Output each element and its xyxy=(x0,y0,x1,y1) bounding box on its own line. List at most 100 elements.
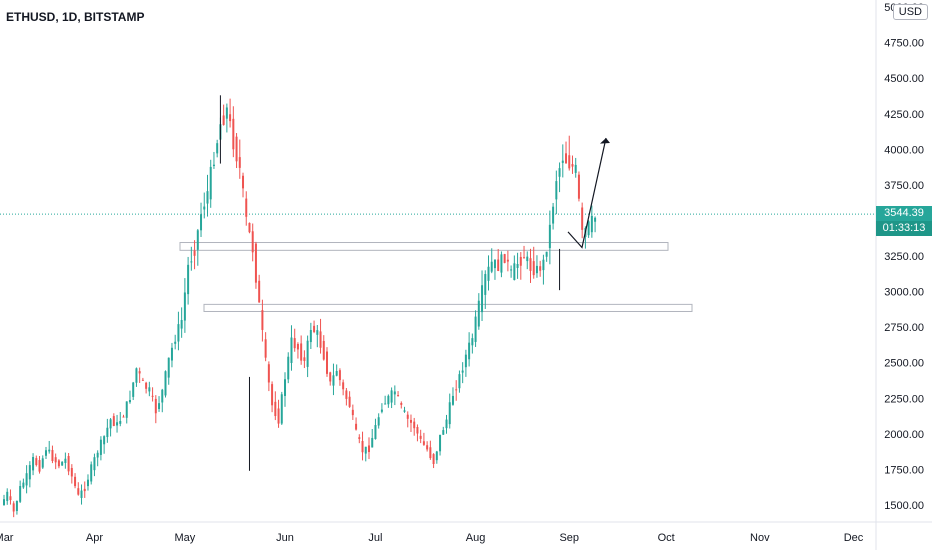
bar-countdown: 01:33:13 xyxy=(876,221,932,237)
candle-body xyxy=(203,206,206,210)
candle-body xyxy=(235,136,238,162)
candle-body xyxy=(193,250,196,256)
price-tick-label: 2250.00 xyxy=(884,393,924,405)
price-tick-label: 4250.00 xyxy=(884,109,924,121)
candle-body xyxy=(471,338,474,346)
candle-body xyxy=(355,423,358,430)
candle-body xyxy=(458,374,461,389)
candle-body xyxy=(41,458,44,468)
currency-button[interactable]: USD xyxy=(892,4,928,20)
candle-body xyxy=(335,371,338,376)
arrow-head xyxy=(600,137,610,144)
candle-body xyxy=(90,464,93,482)
candle-body xyxy=(180,320,183,329)
candle-body xyxy=(510,269,513,271)
candle-body xyxy=(561,160,564,163)
price-tick-label: 3250.00 xyxy=(884,251,924,263)
price-tick-label: 2000.00 xyxy=(884,429,924,441)
candle-body xyxy=(248,222,251,233)
candle-body xyxy=(393,391,396,395)
candle-body xyxy=(542,259,545,271)
candle-body xyxy=(122,416,125,418)
time-tick-label: Mar xyxy=(0,532,14,544)
candle-body xyxy=(439,434,442,452)
candle-body xyxy=(296,343,299,350)
candle-body xyxy=(455,389,458,391)
candle-body xyxy=(390,390,393,403)
candle-body xyxy=(348,396,351,407)
price-tick-label: 1750.00 xyxy=(884,464,924,476)
candle-body xyxy=(558,168,561,177)
candle-body xyxy=(190,261,193,263)
candle-body xyxy=(284,379,287,396)
time-tick-label: Aug xyxy=(466,532,486,544)
candle-body xyxy=(267,364,270,383)
price-tick-label: 2750.00 xyxy=(884,322,924,334)
candle-body xyxy=(277,408,280,424)
candle-body xyxy=(387,395,390,405)
candle-body xyxy=(461,370,464,373)
candle-body xyxy=(445,419,448,429)
candle-body xyxy=(206,191,209,204)
candle-body xyxy=(490,261,493,272)
candle-body xyxy=(271,384,274,406)
candle-body xyxy=(261,310,264,330)
candle-body xyxy=(225,107,228,119)
candle-body xyxy=(342,382,345,390)
candle-body xyxy=(435,451,438,461)
candle-body xyxy=(15,500,18,512)
candle-body xyxy=(503,254,506,263)
candle-body xyxy=(57,460,60,467)
price-tick-label: 1500.00 xyxy=(884,500,924,512)
candle-body xyxy=(426,445,429,450)
candle-body xyxy=(493,259,496,269)
candle-body xyxy=(170,347,173,361)
candle-body xyxy=(500,254,503,273)
price-tick-label: 4750.00 xyxy=(884,38,924,50)
candle-body xyxy=(574,164,577,173)
candle-body xyxy=(545,251,548,257)
candle-body xyxy=(487,266,490,281)
candle-body xyxy=(99,439,102,455)
candle-body xyxy=(555,181,558,200)
candle-body xyxy=(9,496,12,501)
candle-body xyxy=(519,256,522,266)
candle-body xyxy=(329,372,332,382)
candle-body xyxy=(3,499,5,505)
candle-body xyxy=(61,461,64,466)
candle-body xyxy=(148,387,151,392)
candle-body xyxy=(6,491,9,501)
candle-body xyxy=(245,198,248,217)
candle-body xyxy=(164,371,167,396)
candle-body xyxy=(132,382,135,397)
candle-body xyxy=(322,340,325,360)
candle-body xyxy=(332,375,335,386)
candle-body xyxy=(529,258,532,271)
candle-body xyxy=(422,441,425,445)
candle-body xyxy=(242,175,245,189)
candle-body xyxy=(96,452,99,458)
candle-body xyxy=(200,214,203,231)
support-zone xyxy=(179,242,669,251)
symbol-title: ETHUSD, 1D, BITSTAMP xyxy=(6,10,145,24)
candle-body xyxy=(364,446,367,454)
candle-body xyxy=(590,215,593,233)
time-tick-label: Dec xyxy=(844,532,864,544)
candle-body xyxy=(290,337,293,363)
candle-body xyxy=(293,338,296,349)
candle-body xyxy=(106,427,109,438)
candle-body xyxy=(212,164,215,166)
candle-body xyxy=(416,427,419,434)
candle-body xyxy=(535,265,538,274)
time-tick-label: Jul xyxy=(368,532,382,544)
candle-body xyxy=(19,486,22,502)
support-zone xyxy=(203,303,693,312)
candle-body xyxy=(432,454,435,465)
candle-body xyxy=(400,402,403,405)
candle-body xyxy=(22,482,25,488)
candle-body xyxy=(280,394,283,424)
candle-body xyxy=(380,409,383,412)
candle-body xyxy=(464,354,467,368)
candle-body xyxy=(187,264,190,295)
